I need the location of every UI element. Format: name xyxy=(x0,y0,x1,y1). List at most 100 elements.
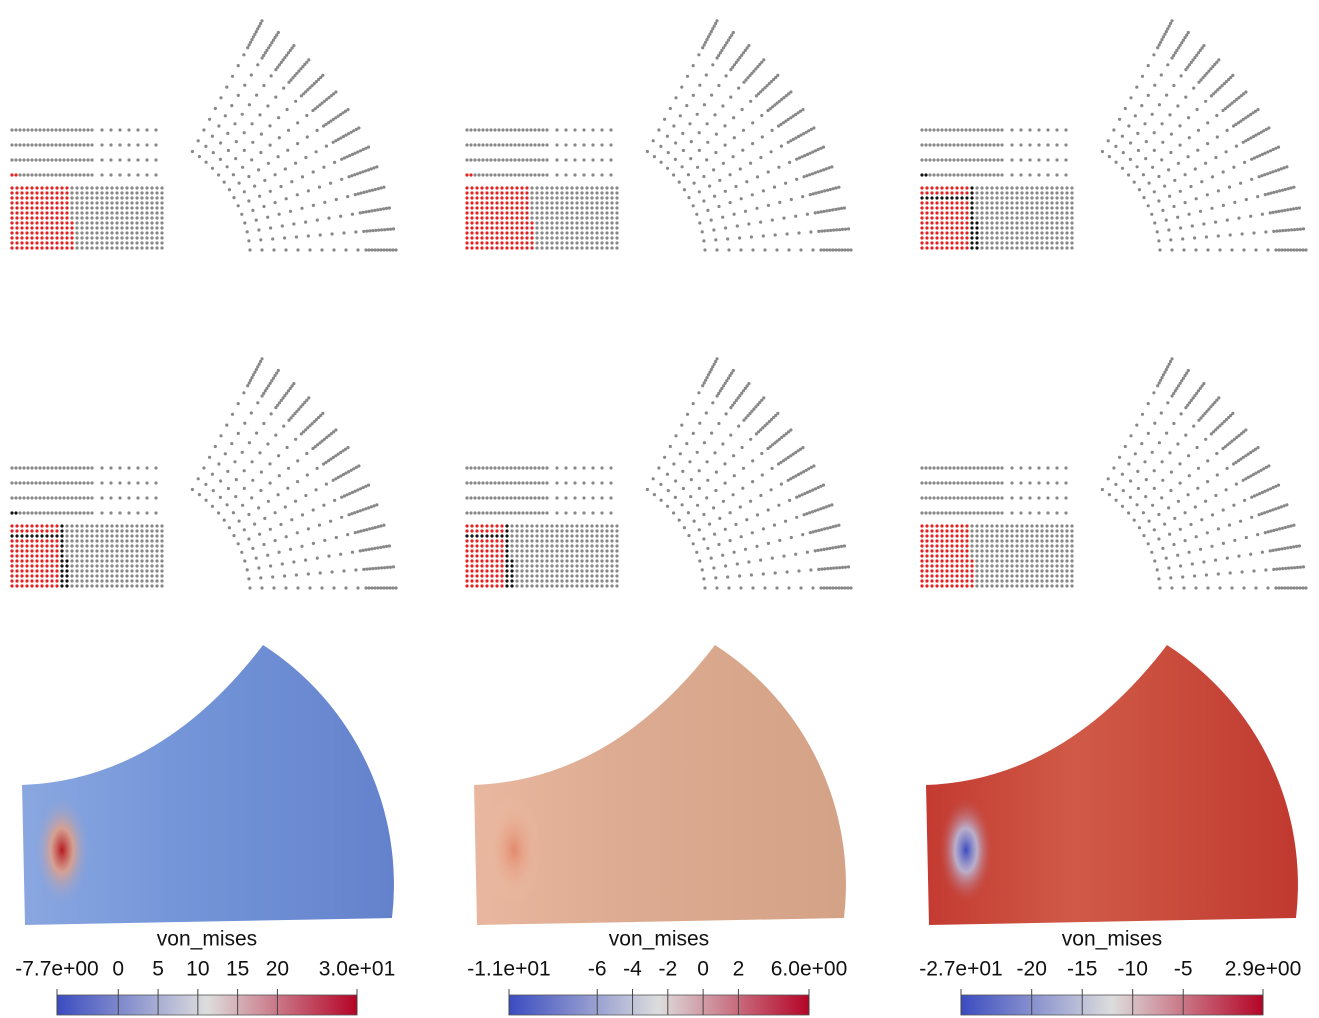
point xyxy=(945,534,948,537)
point xyxy=(55,216,58,219)
point xyxy=(230,442,233,445)
point xyxy=(975,549,978,552)
point xyxy=(495,584,498,587)
point xyxy=(955,559,958,562)
point xyxy=(489,173,492,176)
point xyxy=(38,466,41,469)
point xyxy=(573,173,576,176)
point xyxy=(65,529,68,532)
point xyxy=(1045,206,1048,209)
point xyxy=(1281,567,1284,570)
point xyxy=(525,221,528,224)
point xyxy=(1035,524,1038,527)
point xyxy=(975,524,978,527)
point xyxy=(1040,231,1043,234)
point xyxy=(294,500,297,503)
point xyxy=(510,236,513,239)
point xyxy=(555,549,558,552)
point xyxy=(1070,544,1073,547)
point xyxy=(485,529,488,532)
point xyxy=(232,511,235,514)
point xyxy=(767,542,770,545)
point xyxy=(1015,206,1018,209)
point xyxy=(505,236,508,239)
point xyxy=(945,191,948,194)
point xyxy=(300,545,303,548)
point xyxy=(70,196,73,199)
point xyxy=(10,231,13,234)
point xyxy=(490,569,493,572)
point xyxy=(1169,489,1172,492)
point xyxy=(1210,207,1213,210)
point xyxy=(1298,544,1301,547)
point xyxy=(932,481,935,484)
point xyxy=(1167,228,1170,231)
point xyxy=(475,539,478,542)
point xyxy=(1010,216,1013,219)
point xyxy=(1176,216,1179,219)
point xyxy=(529,173,532,176)
point xyxy=(695,213,698,216)
point xyxy=(500,226,503,229)
point xyxy=(610,534,613,537)
point xyxy=(1015,201,1018,204)
point xyxy=(120,564,123,567)
point xyxy=(803,513,806,516)
point xyxy=(312,508,315,511)
point xyxy=(920,569,923,572)
point xyxy=(45,549,48,552)
point xyxy=(505,511,508,514)
point xyxy=(610,221,613,224)
point xyxy=(55,554,58,557)
point xyxy=(666,473,669,476)
point xyxy=(140,241,143,244)
point xyxy=(970,569,973,572)
point xyxy=(470,524,473,527)
point xyxy=(565,534,568,537)
point xyxy=(1065,549,1068,552)
point xyxy=(570,241,573,244)
point xyxy=(564,173,567,176)
point xyxy=(940,128,943,131)
point xyxy=(370,547,373,550)
point xyxy=(794,553,797,556)
point xyxy=(379,524,382,527)
point xyxy=(510,246,513,249)
point xyxy=(15,186,18,189)
point xyxy=(1028,496,1031,499)
point xyxy=(540,191,543,194)
point xyxy=(1244,428,1247,431)
point xyxy=(525,206,528,209)
point xyxy=(115,544,118,547)
point xyxy=(259,151,262,154)
point xyxy=(837,207,840,210)
point xyxy=(1284,567,1287,570)
point xyxy=(475,554,478,557)
point xyxy=(1000,201,1003,204)
point xyxy=(724,190,727,193)
point xyxy=(25,246,28,249)
point xyxy=(970,584,973,587)
point xyxy=(1283,248,1286,251)
point xyxy=(386,566,389,569)
point xyxy=(706,209,709,212)
point xyxy=(155,524,158,527)
point xyxy=(517,466,520,469)
point xyxy=(1030,231,1033,234)
point xyxy=(970,186,973,189)
point xyxy=(535,186,538,189)
point xyxy=(960,574,963,577)
point xyxy=(45,216,48,219)
point xyxy=(718,517,721,520)
point xyxy=(260,19,263,22)
point xyxy=(1050,544,1053,547)
point xyxy=(525,511,528,514)
point xyxy=(741,108,744,111)
point xyxy=(75,211,78,214)
point xyxy=(1035,549,1038,552)
point xyxy=(948,128,951,131)
point xyxy=(304,221,307,224)
point xyxy=(318,186,321,189)
point xyxy=(1121,135,1124,138)
point xyxy=(35,534,38,537)
